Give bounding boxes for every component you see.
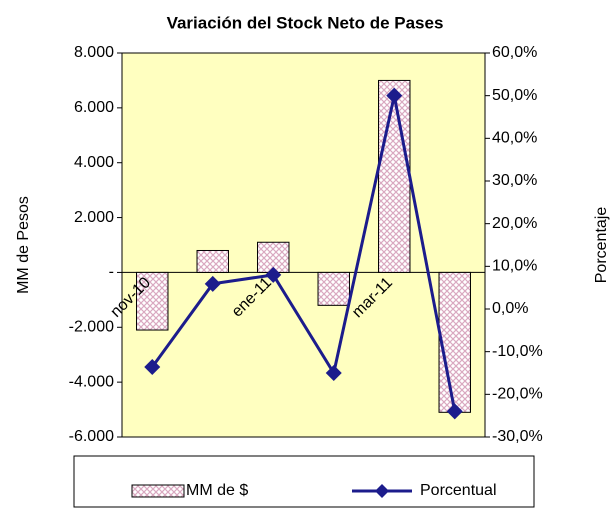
y-tick-label: -4.000 bbox=[69, 373, 114, 390]
legend-swatch bbox=[131, 484, 185, 498]
y2-tick-label: -10,0% bbox=[492, 343, 543, 360]
y2-tick-label: 50,0% bbox=[492, 87, 537, 104]
y-tick-label: - bbox=[109, 264, 114, 281]
y-tick-label: 4.000 bbox=[74, 154, 114, 171]
y2-tick-label: -20,0% bbox=[492, 386, 543, 403]
bar bbox=[438, 271, 471, 413]
legend-box bbox=[73, 455, 535, 508]
marker bbox=[386, 87, 403, 104]
y2-tick-label: 40,0% bbox=[492, 130, 537, 147]
marker bbox=[325, 365, 342, 381]
bar bbox=[378, 79, 411, 273]
bar bbox=[317, 271, 350, 306]
y2-tick-label: 0,0% bbox=[492, 300, 528, 317]
marker bbox=[265, 266, 282, 283]
marker bbox=[204, 275, 221, 292]
line bbox=[151, 95, 457, 412]
y-axis-title: MM de Pesos bbox=[15, 196, 32, 294]
y2-tick-label: 60,0% bbox=[492, 44, 537, 61]
bar bbox=[196, 249, 229, 273]
marker bbox=[446, 403, 463, 420]
y2-tick-label: 10,0% bbox=[492, 258, 537, 275]
legend-label: MM de $ bbox=[186, 482, 248, 499]
y-tick-label: -2.000 bbox=[69, 319, 114, 336]
legend-marker bbox=[375, 484, 389, 498]
y-tick-label: -6.000 bbox=[69, 428, 114, 445]
y2-tick-label: 20,0% bbox=[492, 215, 537, 232]
y-tick-label: 8.000 bbox=[74, 44, 114, 61]
chart-title: Variación del Stock Neto de Pases bbox=[167, 13, 444, 32]
legend-label: Porcentual bbox=[420, 482, 497, 499]
y2-tick-label: 30,0% bbox=[492, 172, 537, 189]
plot-area bbox=[121, 52, 486, 438]
y-tick-label: 6.000 bbox=[74, 99, 114, 116]
y2-tick-label: -30,0% bbox=[492, 428, 543, 445]
marker bbox=[144, 359, 161, 376]
bar bbox=[136, 271, 169, 331]
y-tick-label: 2.000 bbox=[74, 209, 114, 226]
y2-axis-title: Porcentaje bbox=[593, 207, 610, 284]
